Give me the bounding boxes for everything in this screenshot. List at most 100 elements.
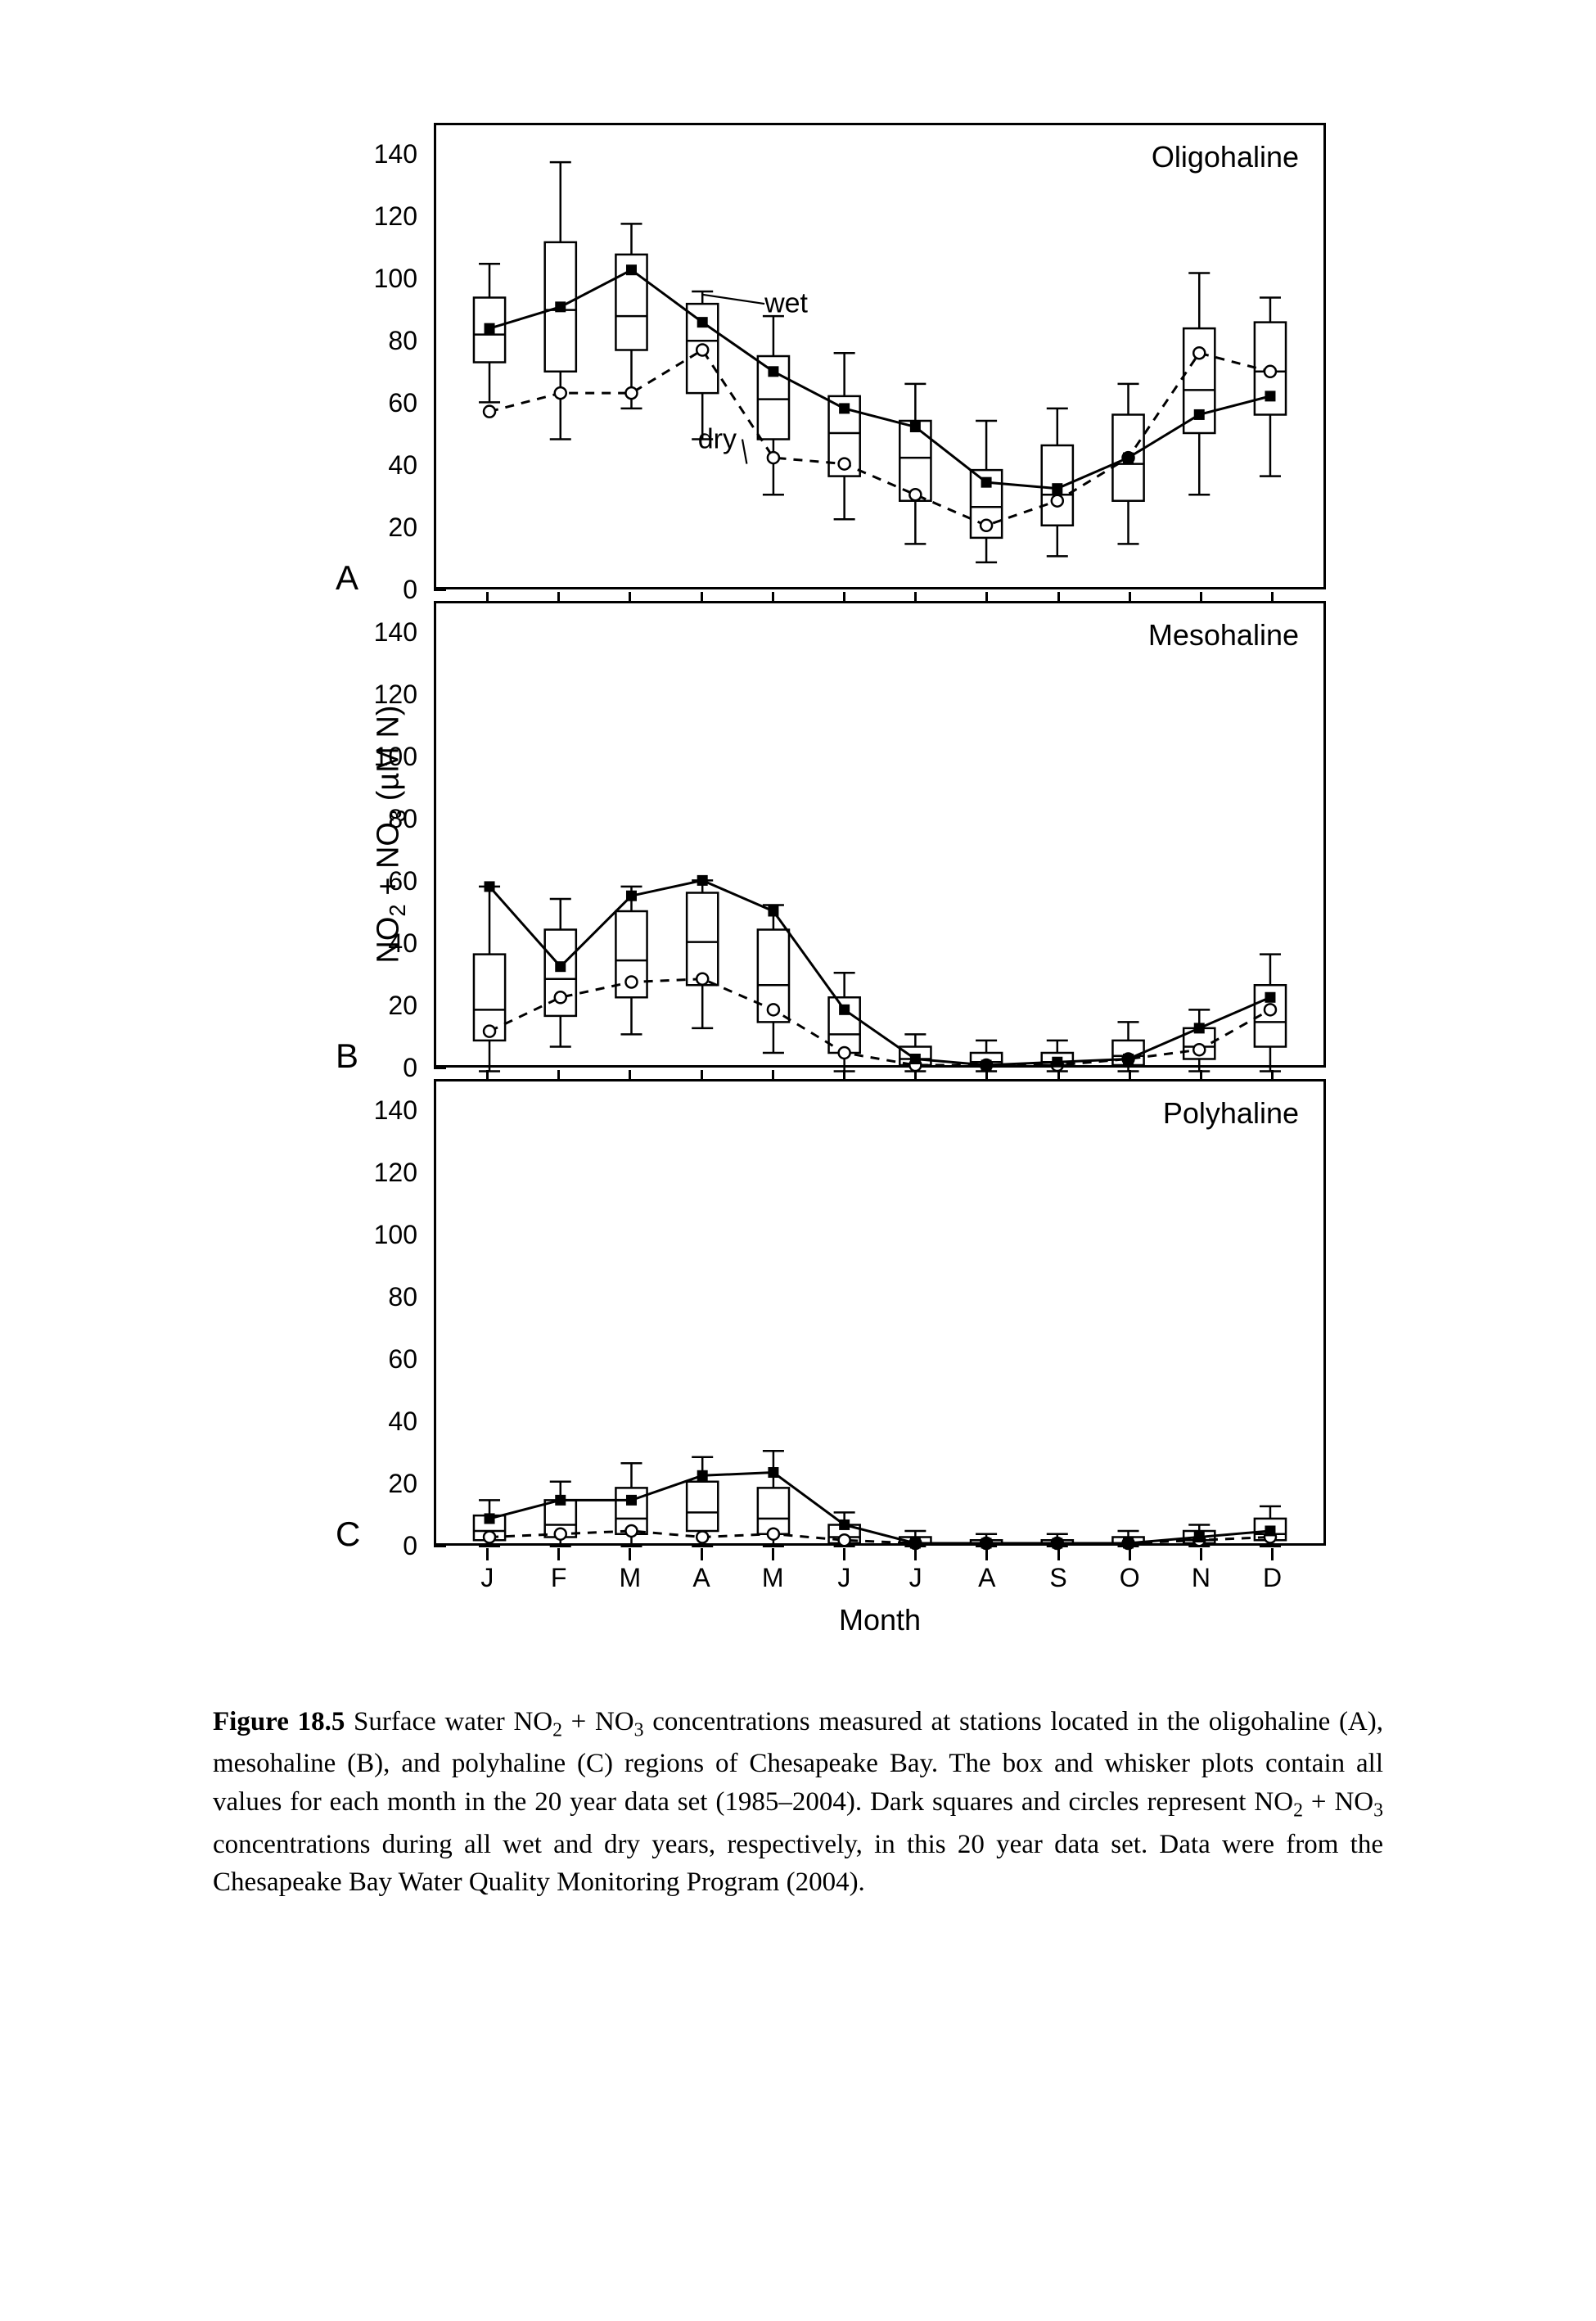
dry-marker bbox=[768, 1004, 779, 1015]
x-tick-label: D bbox=[1256, 1563, 1289, 1593]
wet-marker bbox=[555, 961, 566, 972]
wet-marker bbox=[1123, 1538, 1134, 1549]
x-tick-label: S bbox=[1042, 1563, 1075, 1593]
dry-marker bbox=[697, 973, 708, 985]
x-axis-title: Month bbox=[434, 1603, 1326, 1637]
x-tick-label: J bbox=[899, 1563, 932, 1593]
wet-marker bbox=[626, 891, 637, 901]
x-tick-mark bbox=[629, 1548, 631, 1560]
wet-marker bbox=[1123, 1054, 1134, 1064]
x-tick-label: M bbox=[614, 1563, 647, 1593]
wet-marker bbox=[485, 1513, 495, 1524]
wet-marker bbox=[839, 1005, 850, 1015]
wet-marker bbox=[1265, 1525, 1275, 1536]
wet-marker bbox=[626, 1495, 637, 1506]
figure-caption: Figure 18.5 Surface water NO2 + NO3 conc… bbox=[213, 1703, 1383, 1902]
x-tick-label: N bbox=[1184, 1563, 1217, 1593]
wet-marker bbox=[1052, 1538, 1062, 1549]
dry-marker bbox=[555, 1529, 566, 1540]
dry-marker bbox=[555, 991, 566, 1003]
y-ticks: 020406080100120140 bbox=[311, 123, 434, 589]
x-tick-label: J bbox=[827, 1563, 860, 1593]
y-tick-label: 140 bbox=[319, 139, 417, 169]
dry-marker bbox=[625, 1525, 637, 1537]
plot-outer: B020406080100120140MesohalineNO2 + NO3 (… bbox=[311, 601, 1350, 1068]
annotation-dry-leader bbox=[436, 125, 1323, 587]
page: A020406080100120140OligohalinewetdryB020… bbox=[0, 0, 1596, 2321]
wet-marker bbox=[768, 1467, 778, 1478]
x-tick-mark bbox=[701, 1548, 703, 1560]
x-tick-mark bbox=[985, 1548, 988, 1560]
plot-area: Mesohaline bbox=[434, 601, 1326, 1068]
x-tick-mark bbox=[843, 1548, 845, 1560]
panel-a: A020406080100120140Oligohalinewetdry bbox=[311, 123, 1350, 589]
y-tick-label: 140 bbox=[319, 617, 417, 648]
x-tick-mark bbox=[1271, 1548, 1274, 1560]
plot-area: Oligohalinewetdry bbox=[434, 123, 1326, 589]
marker-layer bbox=[436, 1081, 1323, 1543]
plot-outer: C020406080100120140PolyhalineJFMAMJJASON… bbox=[311, 1079, 1350, 1546]
wet-marker bbox=[697, 1470, 708, 1481]
dry-marker bbox=[484, 1026, 495, 1037]
x-tick-label: M bbox=[756, 1563, 789, 1593]
wet-marker bbox=[1265, 992, 1275, 1003]
x-tick-mark bbox=[486, 1548, 489, 1560]
y-axis-title: NO2 + NO3 (µM N) bbox=[371, 705, 411, 963]
y-tick-label: 80 bbox=[319, 326, 417, 356]
x-tick-mark bbox=[1057, 1548, 1060, 1560]
x-tick-label: O bbox=[1113, 1563, 1146, 1593]
dry-marker bbox=[768, 1529, 779, 1540]
caption-text: Surface water NO2 + NO3 concentrations m… bbox=[213, 1707, 1383, 1897]
wet-marker bbox=[839, 1519, 850, 1530]
dry-marker bbox=[625, 976, 637, 987]
y-tick-label: 140 bbox=[319, 1095, 417, 1126]
dry-marker bbox=[1265, 1004, 1276, 1015]
x-tick-mark bbox=[557, 1548, 560, 1560]
x-tick-mark bbox=[914, 1548, 917, 1560]
x-tick-label: J bbox=[471, 1563, 503, 1593]
x-tick-label: F bbox=[543, 1563, 575, 1593]
wet-marker bbox=[1194, 1532, 1205, 1542]
x-tick-label: A bbox=[971, 1563, 1003, 1593]
panel-b: B020406080100120140MesohalineNO2 + NO3 (… bbox=[311, 601, 1350, 1068]
marker-layer bbox=[436, 603, 1323, 1065]
plot-area: Polyhaline bbox=[434, 1079, 1326, 1546]
panel-c: C020406080100120140PolyhalineJFMAMJJASON… bbox=[311, 1079, 1350, 1546]
plot-outer: A020406080100120140Oligohalinewetdry bbox=[311, 123, 1350, 589]
y-tick-label: 40 bbox=[319, 1407, 417, 1437]
panel-stack: A020406080100120140OligohalinewetdryB020… bbox=[311, 123, 1350, 1637]
dry-marker bbox=[484, 1531, 495, 1542]
dry-marker bbox=[839, 1047, 850, 1059]
wet-marker bbox=[981, 1060, 992, 1071]
wet-marker bbox=[555, 1495, 566, 1506]
y-tick-label: 0 bbox=[319, 1531, 417, 1561]
wet-marker bbox=[485, 881, 495, 892]
wet-marker bbox=[768, 906, 778, 917]
wet-marker bbox=[910, 1538, 921, 1549]
x-tick-label: A bbox=[685, 1563, 718, 1593]
y-tick-label: 20 bbox=[319, 513, 417, 543]
wet-marker bbox=[981, 1538, 992, 1549]
dry-marker bbox=[839, 1534, 850, 1546]
figure-number: Figure 18.5 bbox=[213, 1707, 345, 1736]
y-tick-label: 120 bbox=[319, 1158, 417, 1188]
y-tick-label: 60 bbox=[319, 388, 417, 418]
wet-marker bbox=[1052, 1057, 1062, 1068]
y-tick-label: 80 bbox=[319, 1282, 417, 1312]
x-tick-mark bbox=[1200, 1548, 1202, 1560]
y-tick-label: 100 bbox=[319, 264, 417, 294]
wet-marker bbox=[910, 1054, 921, 1064]
dry-marker bbox=[697, 1531, 708, 1542]
y-ticks: 020406080100120140 bbox=[311, 1079, 434, 1546]
figure-18-5: A020406080100120140OligohalinewetdryB020… bbox=[213, 123, 1383, 1902]
y-tick-label: 20 bbox=[319, 991, 417, 1021]
y-tick-label: 40 bbox=[319, 450, 417, 481]
y-tick-label: 120 bbox=[319, 201, 417, 232]
y-tick-label: 100 bbox=[319, 1220, 417, 1250]
y-tick-label: 60 bbox=[319, 1344, 417, 1375]
wet-marker bbox=[697, 875, 708, 886]
x-tick-mark bbox=[1129, 1548, 1131, 1560]
wet-marker bbox=[1194, 1023, 1205, 1033]
x-tick-mark bbox=[772, 1548, 774, 1560]
dry-marker bbox=[1193, 1044, 1205, 1055]
